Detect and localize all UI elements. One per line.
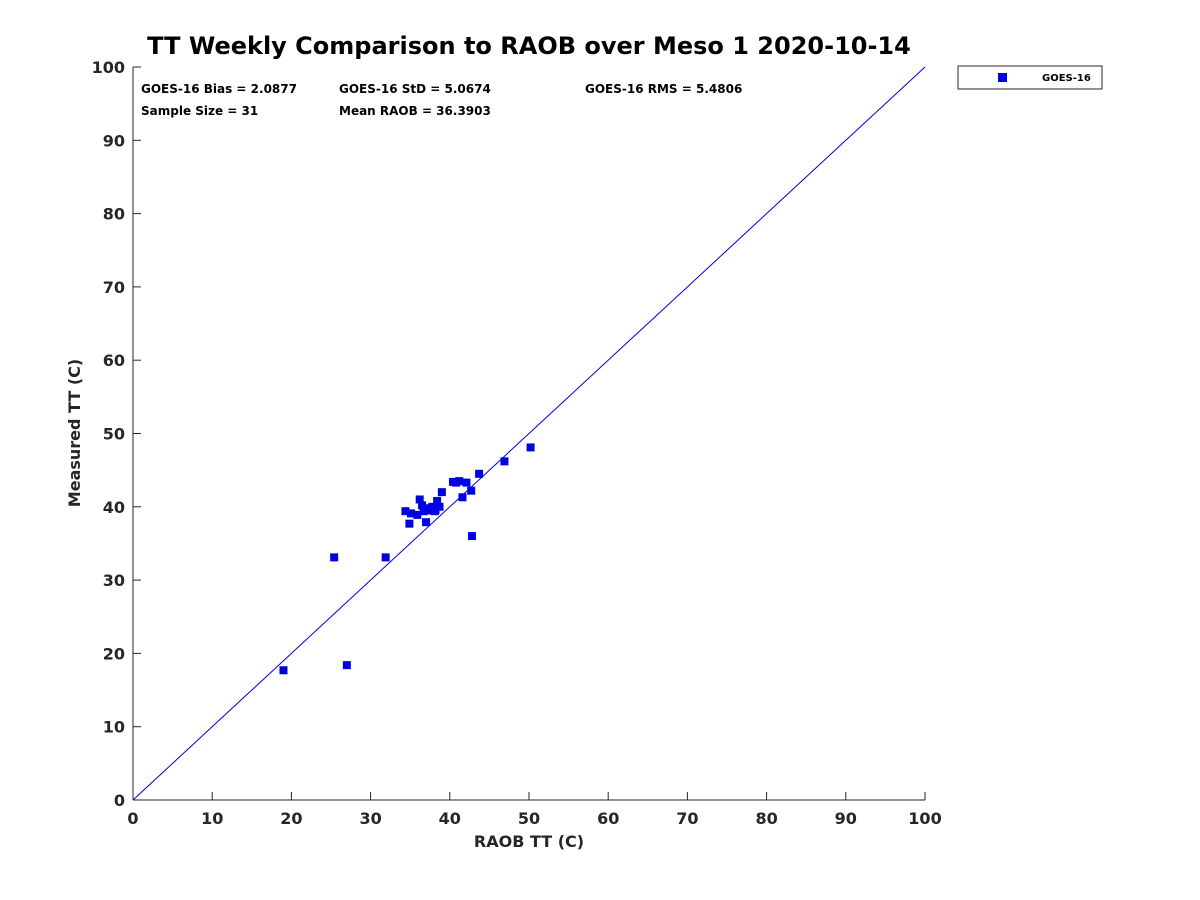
- data-point: [458, 493, 467, 502]
- data-point: [405, 519, 414, 528]
- reference-line-layer: [132, 66, 926, 801]
- x-axis-label: RAOB TT (C): [474, 832, 584, 851]
- stat-std: GOES-16 StD = 5.0674: [339, 82, 491, 96]
- data-point: [433, 496, 442, 505]
- data-point: [424, 504, 433, 513]
- x-tick-label: 30: [359, 809, 381, 828]
- x-tick-label: 20: [280, 809, 302, 828]
- data-point: [279, 666, 288, 675]
- data-point: [452, 478, 461, 487]
- data-point: [415, 495, 424, 504]
- data-point: [413, 510, 422, 519]
- data-point: [342, 661, 351, 670]
- data-point: [422, 518, 431, 527]
- data-point: [475, 469, 484, 478]
- x-tick-label: 40: [439, 809, 461, 828]
- stat-sample-size: Sample Size = 31: [141, 104, 258, 118]
- data-point: [467, 486, 476, 495]
- chart-title: TT Weekly Comparison to RAOB over Meso 1…: [147, 32, 911, 60]
- legend-label: GOES-16: [1042, 73, 1091, 84]
- x-tick-label: 0: [127, 809, 138, 828]
- data-point: [462, 478, 471, 487]
- y-tick-label: 30: [103, 571, 125, 590]
- x-tick-label: 100: [908, 809, 941, 828]
- x-tick-label: 60: [597, 809, 619, 828]
- y-axis-label: Measured TT (C): [65, 359, 84, 507]
- data-point: [330, 553, 339, 562]
- y-axis-ticks: 0 10 20 30 40 50 60 70 80 90 100: [92, 58, 141, 810]
- y-tick-label: 90: [103, 131, 125, 150]
- data-point: [526, 443, 535, 452]
- x-tick-label: 80: [755, 809, 777, 828]
- data-point: [401, 507, 410, 516]
- y-tick-label: 0: [114, 791, 125, 810]
- y-tick-label: 60: [103, 351, 125, 370]
- y-tick-label: 80: [103, 205, 125, 224]
- legend-marker-icon: [998, 73, 1007, 82]
- x-axis-ticks: 0 10 20 30 40 50 60 70 80 90 100: [127, 792, 942, 828]
- x-tick-label: 10: [201, 809, 223, 828]
- data-point: [437, 488, 446, 497]
- x-tick-label: 70: [676, 809, 698, 828]
- x-tick-label: 90: [835, 809, 857, 828]
- data-point: [431, 505, 440, 514]
- y-tick-label: 20: [103, 644, 125, 663]
- stat-mean-raob: Mean RAOB = 36.3903: [339, 104, 491, 118]
- data-points-layer: [279, 443, 535, 675]
- stat-rms: GOES-16 RMS = 5.4806: [585, 82, 742, 96]
- legend-box: [957, 65, 1103, 90]
- stat-bias: GOES-16 Bias = 2.0877: [141, 82, 297, 96]
- x-tick-label: 50: [518, 809, 540, 828]
- data-point: [467, 532, 476, 541]
- data-point: [406, 509, 415, 518]
- data-point: [381, 553, 390, 562]
- legend: GOES-16: [957, 65, 1103, 90]
- one-to-one-line: [132, 66, 926, 801]
- y-tick-label: 70: [103, 278, 125, 297]
- y-tick-label: 40: [103, 498, 125, 517]
- y-tick-label: 100: [92, 58, 125, 77]
- y-tick-label: 10: [103, 718, 125, 737]
- y-tick-label: 50: [103, 425, 125, 444]
- data-point: [500, 457, 509, 466]
